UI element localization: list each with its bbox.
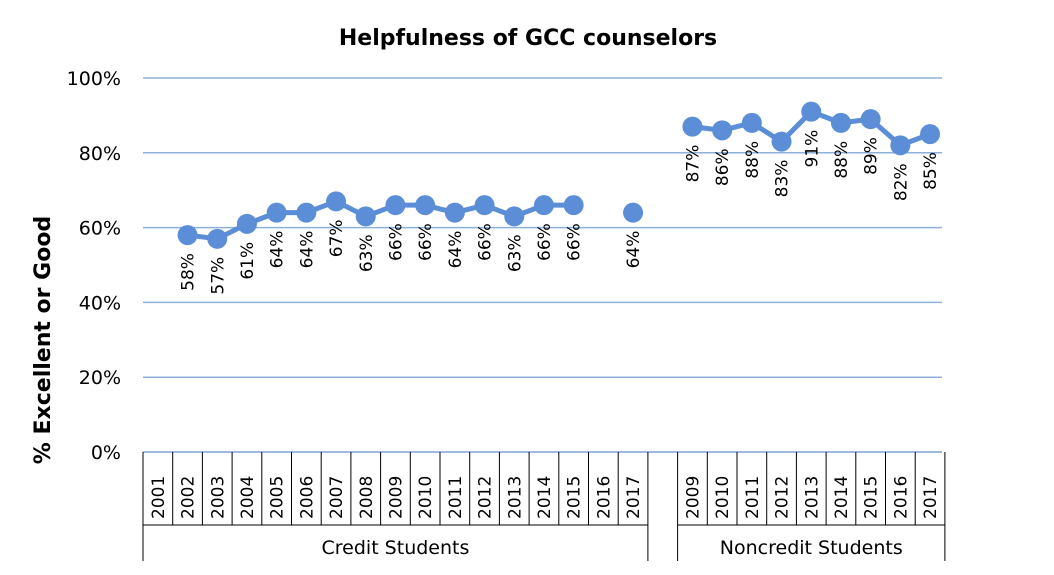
data-point [266, 202, 287, 223]
data-label: 89% [862, 137, 882, 175]
x-axis: 2001 2002 2003 2004 2005 2006 2007 2008 2009 2010… [142, 452, 946, 561]
data-label: 66% [565, 223, 585, 261]
group-label: Noncredit Students [720, 537, 903, 559]
y-tick-labels: 0% 20% 40% 60% 80% 100% [67, 68, 121, 464]
data-label: 91% [802, 130, 822, 168]
data-point [385, 195, 406, 216]
data-labels: 58% 57% 61% 64% 64% 67% 63% 66% 66% 64% 66% 63% 66% 6… [179, 130, 941, 295]
y-axis-label: % Excellent or Good [31, 216, 56, 464]
x-tick-label: 2015 [862, 476, 882, 519]
data-point [771, 131, 792, 152]
group-label: Credit Students [322, 537, 470, 559]
data-label: 87% [683, 145, 703, 183]
data-label: 83% [773, 160, 793, 198]
data-point [712, 120, 733, 141]
data-label: 63% [505, 234, 525, 272]
x-tick-label: 2001 [149, 476, 169, 519]
data-label: 64% [624, 231, 644, 269]
series [177, 101, 941, 249]
chart-title: Helpfulness of GCC counselors [339, 26, 717, 51]
x-tick-label: 2014 [832, 476, 852, 519]
y-tick-label: 60% [79, 218, 121, 240]
x-tick-label: 2009 [386, 476, 406, 519]
data-label: 64% [268, 231, 288, 269]
data-label: 86% [713, 148, 733, 186]
x-tick-label: 2009 [683, 476, 703, 519]
x-tick-label: 2012 [476, 476, 496, 519]
data-label: 58% [179, 253, 199, 291]
data-label: 66% [476, 223, 496, 261]
data-label: 82% [891, 163, 911, 201]
data-label: 64% [297, 231, 317, 269]
x-tick-label: 2005 [268, 476, 288, 519]
x-tick-label: 2016 [594, 476, 614, 519]
x-tick-label: 2007 [327, 476, 347, 519]
y-tick-label: 80% [79, 143, 121, 165]
data-point [296, 202, 317, 223]
data-point [504, 206, 525, 227]
y-tick-label: 100% [67, 68, 121, 90]
x-tick-label: 2003 [208, 476, 228, 519]
data-point [682, 116, 703, 137]
data-label: 61% [238, 242, 258, 280]
y-tick-label: 20% [79, 367, 121, 389]
x-tick-label: 2014 [535, 476, 555, 519]
data-label: 57% [208, 257, 228, 295]
data-point [236, 213, 257, 234]
data-label: 88% [743, 141, 763, 179]
data-point [623, 202, 644, 223]
x-tick-label: 2010 [416, 476, 436, 519]
data-label: 64% [446, 231, 466, 269]
x-tick-label: 2013 [505, 476, 525, 519]
y-tick-label: 0% [91, 442, 121, 464]
data-point [860, 109, 881, 130]
data-point [207, 228, 228, 249]
gridlines [143, 77, 942, 453]
x-tick-label: 2015 [565, 476, 585, 519]
data-point [533, 195, 554, 216]
x-tick-label: 2017 [624, 476, 644, 519]
data-point [326, 191, 347, 212]
x-tick-label: 2011 [446, 476, 466, 519]
data-point [563, 195, 584, 216]
x-tick-label: 2008 [357, 476, 377, 519]
data-point [355, 206, 376, 227]
y-tick-label: 40% [79, 292, 121, 314]
data-point [830, 112, 851, 133]
data-label: 63% [357, 234, 377, 272]
data-label: 88% [832, 141, 852, 179]
data-label: 67% [327, 219, 347, 257]
data-point [801, 101, 822, 122]
data-label: 66% [416, 223, 436, 261]
data-point [890, 135, 911, 156]
x-tick-label: 2010 [713, 476, 733, 519]
x-tick-label: 2004 [238, 476, 258, 519]
data-point [474, 195, 495, 216]
x-tick-label: 2012 [773, 476, 793, 519]
x-tick-label: 2013 [802, 476, 822, 519]
data-point [415, 195, 436, 216]
data-point [444, 202, 465, 223]
data-point [741, 112, 762, 133]
x-tick-label: 2002 [179, 476, 199, 519]
x-tick-label: 2011 [743, 476, 763, 519]
x-tick-label: 2006 [297, 476, 317, 519]
data-point [177, 225, 198, 246]
x-tick-label: 2017 [921, 476, 941, 519]
x-tick-label: 2016 [891, 476, 911, 519]
data-label: 85% [921, 152, 941, 190]
data-label: 66% [386, 223, 406, 261]
data-point [920, 124, 941, 145]
data-label: 66% [535, 223, 555, 261]
